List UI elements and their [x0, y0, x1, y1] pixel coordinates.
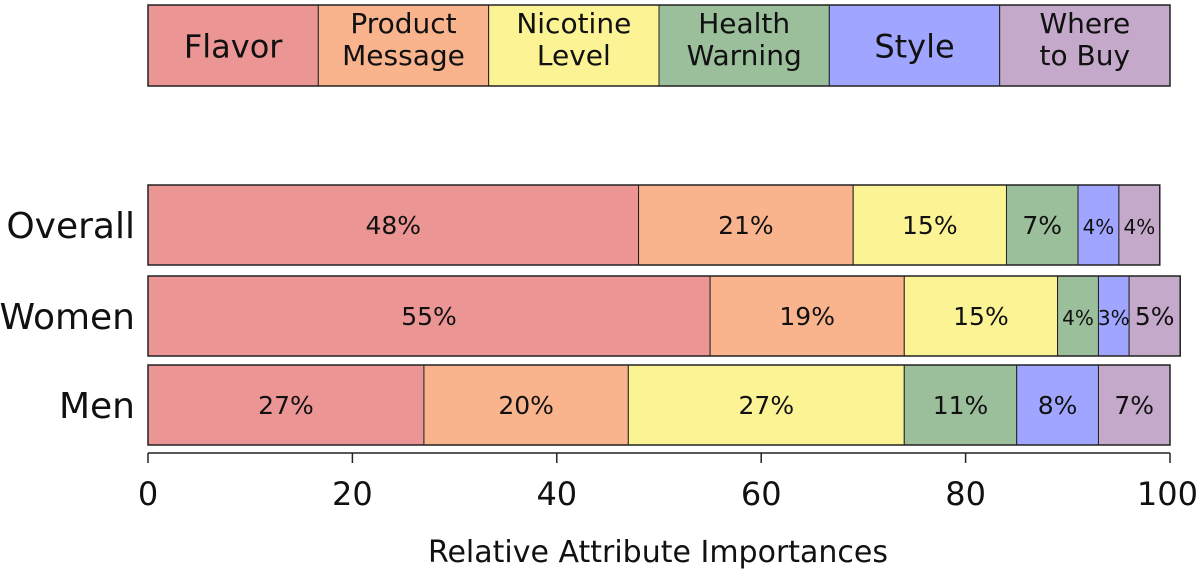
bar-men-product-message: [423, 364, 629, 446]
x-tick-label-100: 100: [1137, 475, 1198, 513]
data-label-women-flavor: 55%: [401, 302, 457, 331]
bar-overall-where-to-buy: [1118, 184, 1161, 266]
data-label-men-product-message: 20%: [498, 391, 554, 420]
x-tick-label-80: 80: [945, 475, 986, 513]
bar-women-where-to-buy: [1128, 275, 1181, 357]
bar-women-flavor: [147, 275, 711, 357]
category-label-men: Men: [59, 386, 135, 427]
data-label-men-style: 8%: [1038, 391, 1078, 420]
legend: Flavor Product Message Nicotine Level Health W…: [147, 4, 1171, 87]
legend-swatch-flavor: [147, 4, 319, 87]
legend-swatch-product-message: [317, 4, 490, 87]
data-label-overall-product-message: 21%: [718, 211, 774, 240]
bar-women-style: [1097, 275, 1130, 357]
data-label-overall-health-warning: 7%: [1022, 211, 1062, 240]
bar-frame-men: [147, 364, 1171, 446]
bar-overall-flavor: [147, 184, 640, 266]
x-tick-label-0: 0: [138, 475, 158, 513]
legend-frame: [147, 4, 1171, 87]
x-tick-label-40: 40: [536, 475, 577, 513]
data-label-overall-style: 4%: [1083, 215, 1115, 239]
data-label-women-health-warning: 4%: [1062, 306, 1094, 330]
bar-overall-product-message: [638, 184, 854, 266]
x-tick-label-60: 60: [741, 475, 782, 513]
legend-label-where-to-buy: Where to Buy: [1039, 7, 1130, 72]
data-label-men-where-to-buy: 7%: [1114, 391, 1154, 420]
bar-frame-overall: [147, 184, 1161, 266]
bar-women-health-warning: [1057, 275, 1099, 357]
bar-men-flavor: [147, 364, 425, 446]
data-label-overall-nicotine-level: 15%: [902, 211, 958, 240]
data-label-women-style: 3%: [1098, 306, 1130, 330]
legend-swatch-style: [828, 4, 1001, 87]
x-tick-label-20: 20: [332, 475, 373, 513]
x-axis-title: Relative Attribute Importances: [428, 535, 888, 570]
data-label-women-where-to-buy: 5%: [1135, 302, 1175, 331]
data-label-men-flavor: 27%: [258, 391, 314, 420]
legend-label-nicotine-level: Nicotine Level: [516, 7, 631, 72]
x-axis: 0 20 40 60 80 100: [138, 452, 1198, 513]
legend-label-flavor: Flavor: [184, 28, 283, 66]
bar-frame-women: [147, 275, 1181, 357]
legend-label-product-message: Product Message: [342, 7, 465, 72]
data-label-men-nicotine-level: 27%: [739, 391, 795, 420]
bar-overall-nicotine-level: [852, 184, 1007, 266]
legend-swatch-where-to-buy: [999, 4, 1171, 87]
bar-women-product-message: [709, 275, 905, 357]
bars: 48% 21% 15% 7% 4% 4%55% 19% 15% 4% 3% 5%27% 20% 27% 1…: [147, 184, 1181, 446]
data-label-men-health-warning: 11%: [933, 391, 989, 420]
category-label-overall: Overall: [6, 206, 135, 247]
category-labels: Overall Women Men: [0, 206, 135, 427]
data-label-overall-where-to-buy: 4%: [1123, 215, 1155, 239]
legend-label-health-warning: Health Warning: [687, 7, 802, 72]
data-label-women-nicotine-level: 15%: [953, 302, 1009, 331]
bar-women-nicotine-level: [903, 275, 1059, 357]
data-label-overall-flavor: 48%: [365, 211, 421, 240]
category-label-women: Women: [0, 297, 135, 338]
data-label-women-product-message: 19%: [779, 302, 835, 331]
bar-overall-style: [1077, 184, 1120, 266]
bar-men-nicotine-level: [627, 364, 905, 446]
legend-label-style: Style: [874, 28, 954, 66]
bar-men-health-warning: [903, 364, 1018, 446]
